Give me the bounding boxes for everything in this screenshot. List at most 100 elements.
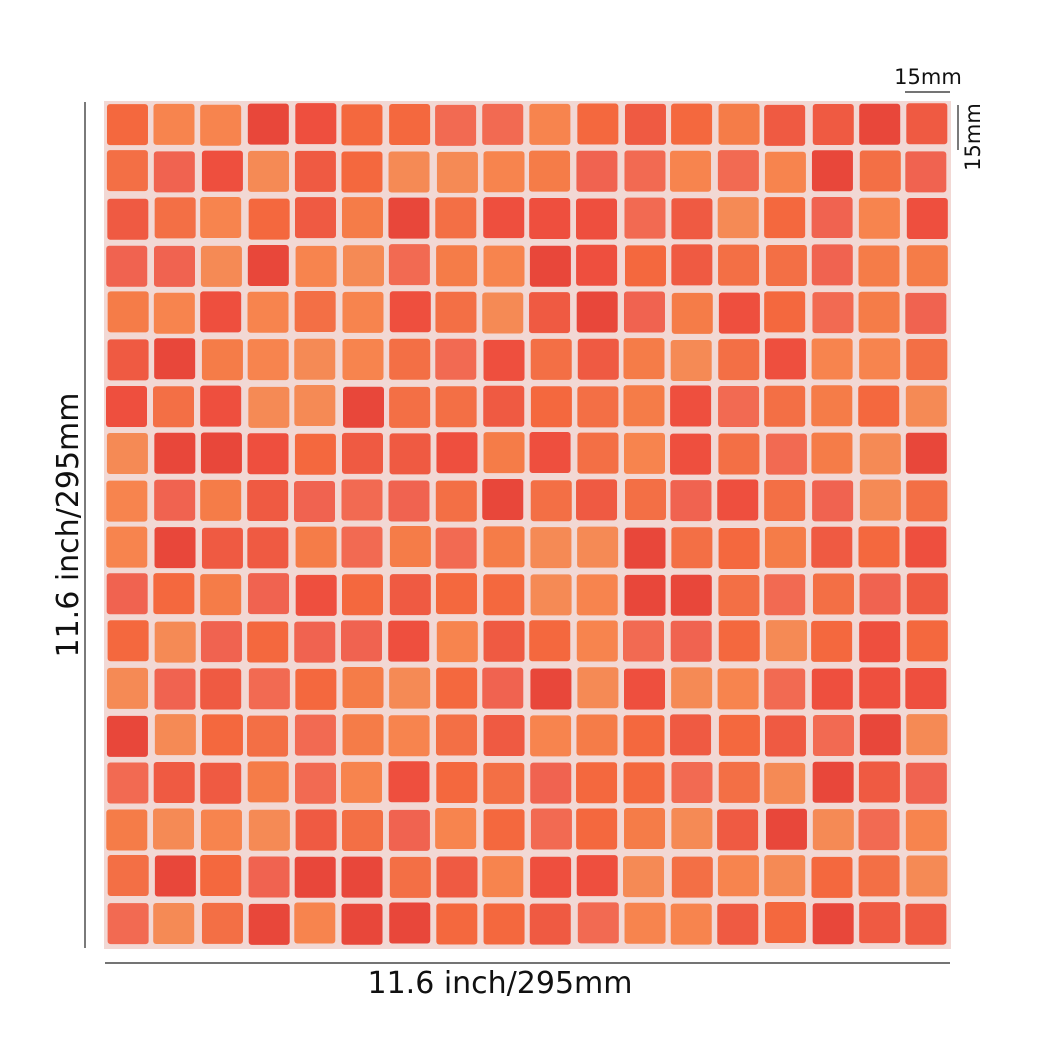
tile <box>389 856 431 898</box>
tile <box>623 856 665 898</box>
tile <box>107 198 149 240</box>
tile <box>388 480 430 522</box>
tile <box>483 526 525 568</box>
tile <box>389 667 431 709</box>
tile <box>812 761 854 803</box>
tile <box>764 385 806 427</box>
tile <box>342 291 384 333</box>
tile <box>483 432 525 474</box>
tile <box>389 338 431 380</box>
tile <box>436 856 478 898</box>
tile <box>905 292 947 334</box>
tile <box>529 292 571 334</box>
tile <box>295 668 337 710</box>
tile <box>905 667 947 709</box>
tile <box>389 574 431 616</box>
tile <box>670 903 712 945</box>
tile <box>154 621 196 663</box>
tile <box>812 480 854 522</box>
tile <box>623 715 665 757</box>
tile <box>248 573 290 615</box>
tile <box>577 902 619 944</box>
tile <box>717 903 759 945</box>
tile <box>859 621 901 663</box>
tile <box>811 197 853 239</box>
tile <box>530 480 572 522</box>
tile <box>858 761 900 803</box>
tile <box>295 245 337 287</box>
tile <box>106 433 148 475</box>
tile <box>576 244 618 286</box>
tile <box>154 338 196 380</box>
tile <box>200 855 242 897</box>
tile <box>154 479 196 521</box>
tile <box>671 527 713 569</box>
tile <box>435 197 477 239</box>
tile <box>436 432 478 474</box>
tile <box>106 245 148 287</box>
tile <box>483 151 525 193</box>
tile <box>107 903 149 945</box>
tile <box>388 620 430 662</box>
tile <box>577 386 619 428</box>
tile <box>483 714 525 756</box>
tile <box>341 104 383 146</box>
tile <box>154 197 196 239</box>
tile <box>435 291 477 333</box>
tile <box>624 197 666 239</box>
tile <box>153 902 195 944</box>
tile <box>764 151 806 193</box>
tile <box>577 526 619 568</box>
tile <box>482 479 524 521</box>
tile <box>576 714 618 756</box>
tile <box>483 762 525 804</box>
tile <box>529 197 571 239</box>
tile <box>905 151 947 193</box>
tile <box>436 621 478 663</box>
tile <box>200 479 242 521</box>
tile <box>858 855 900 897</box>
tile <box>342 339 384 381</box>
tile <box>906 620 948 662</box>
tile <box>435 527 477 569</box>
tile <box>718 527 760 569</box>
tile <box>717 809 759 851</box>
tile <box>764 902 806 944</box>
tile <box>248 198 290 240</box>
tile <box>529 903 571 945</box>
tile <box>718 761 760 803</box>
tile <box>764 291 806 333</box>
tile <box>858 245 900 287</box>
tile <box>106 526 148 568</box>
tile <box>718 714 760 756</box>
tile-width-label: 15mm <box>894 65 962 89</box>
tile <box>106 150 148 192</box>
tile <box>248 668 290 710</box>
tile <box>247 291 289 333</box>
tile <box>718 103 760 145</box>
tile <box>811 432 853 474</box>
tile <box>624 574 666 616</box>
tile <box>295 526 337 568</box>
tile <box>812 714 854 756</box>
tile <box>294 197 336 239</box>
tile <box>248 809 290 851</box>
tile <box>812 573 854 615</box>
tile <box>530 856 572 898</box>
tile <box>718 386 760 428</box>
tile <box>623 338 665 380</box>
tile <box>247 480 289 522</box>
tile <box>859 150 901 192</box>
tile <box>247 339 289 381</box>
tile <box>106 573 148 615</box>
tile <box>200 291 242 333</box>
tile <box>436 245 478 287</box>
tile <box>576 150 618 192</box>
tile <box>530 668 572 710</box>
tile <box>764 668 806 710</box>
tile <box>670 714 712 756</box>
tile <box>811 668 853 710</box>
tile <box>201 714 243 756</box>
tile <box>576 574 618 616</box>
